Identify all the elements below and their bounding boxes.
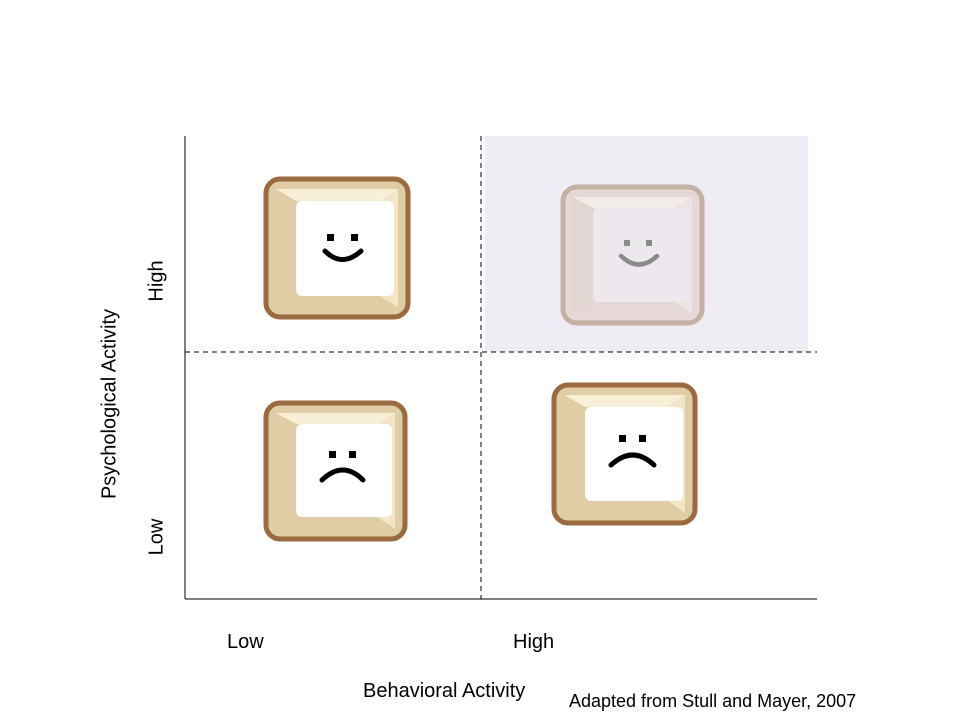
frown-key-bottom-right [551, 382, 698, 526]
smiley-key-top-left [263, 176, 411, 320]
y-axis-low-label: Low [145, 518, 168, 556]
frown-face-icon [608, 435, 657, 468]
faded-smile-face-icon [618, 240, 660, 267]
x-axis-low-label: Low [227, 631, 264, 653]
smile-face-icon [322, 234, 364, 262]
citation-text: Adapted from Stull and Mayer, 2007 [569, 691, 857, 711]
x-axis-title: Behavioral Activity [363, 680, 526, 702]
y-axis-high-label: High [145, 260, 168, 302]
smiley-key-top-right [560, 184, 705, 326]
y-axis-title: Psychological Activity [98, 308, 121, 500]
frown-face-icon [319, 451, 366, 483]
frown-key-bottom-left [263, 400, 408, 542]
x-axis-high-label: High [513, 631, 555, 653]
